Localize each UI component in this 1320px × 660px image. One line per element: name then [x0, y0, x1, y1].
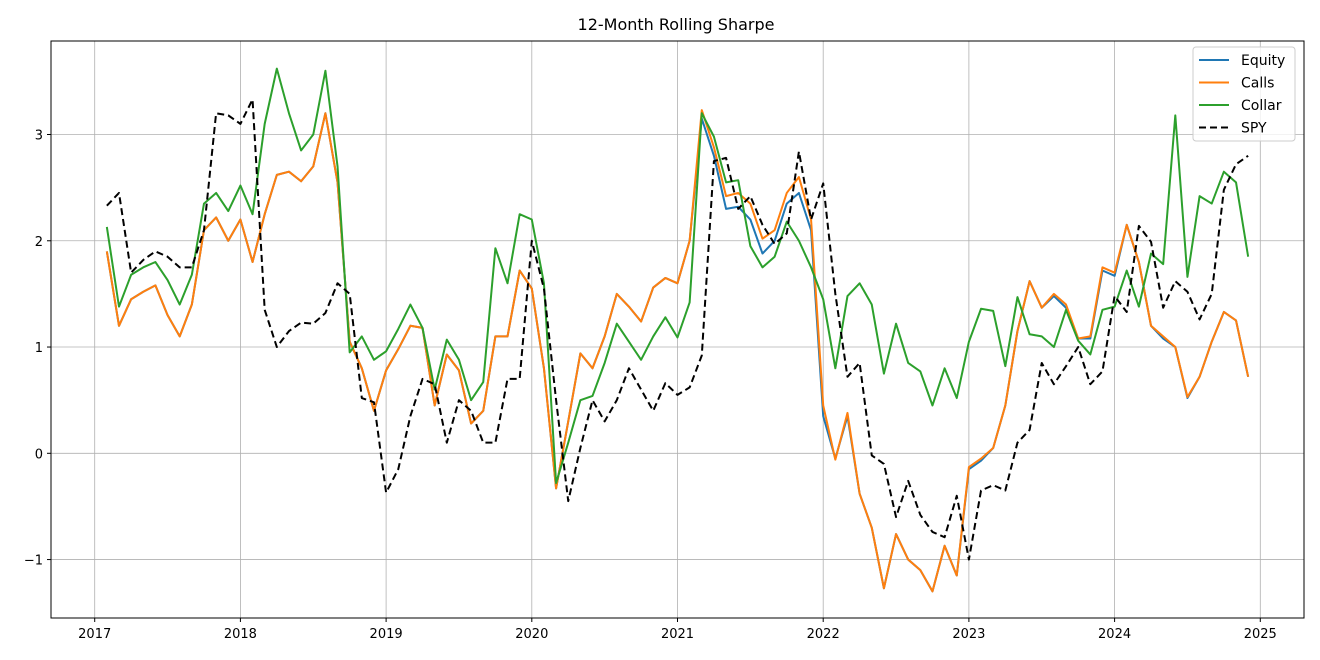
- x-tick-label: 2017: [78, 627, 111, 642]
- ticks-layer: 2017 2018 2019 2020 2021 2022 2023 2024 2025 −1 0 1…: [24, 129, 1277, 642]
- legend: Equity Calls Collar SPY: [1192, 46, 1296, 142]
- x-tick-label: 2019: [370, 627, 403, 642]
- series-line-collar: [105, 67, 1250, 485]
- x-tick-label: 2020: [515, 627, 548, 642]
- legend-box: [1192, 46, 1296, 142]
- x-tick-label: 2023: [952, 627, 985, 642]
- legend-label-spy: SPY: [1241, 121, 1267, 137]
- y-tick-label: 1: [35, 341, 43, 356]
- series-layer: [105, 67, 1250, 593]
- grid-layer: [51, 41, 1304, 618]
- series-line-spy: [106, 98, 1249, 561]
- chart-title: 12-Month Rolling Sharpe: [578, 15, 775, 34]
- y-tick-label: 2: [35, 235, 43, 250]
- legend-label-equity: Equity: [1241, 53, 1285, 69]
- y-tick-label: 3: [35, 129, 43, 144]
- y-tick-label: 0: [35, 447, 43, 462]
- x-tick-label: 2025: [1244, 627, 1277, 642]
- x-tick-label: 2021: [661, 627, 694, 642]
- x-tick-label: 2018: [224, 627, 257, 642]
- series-line-calls: [105, 109, 1250, 593]
- legend-label-collar: Collar: [1241, 98, 1282, 114]
- x-tick-label: 2024: [1098, 627, 1131, 642]
- x-tick-label: 2022: [807, 627, 840, 642]
- legend-label-calls: Calls: [1241, 76, 1274, 92]
- y-tick-label: −1: [24, 554, 43, 569]
